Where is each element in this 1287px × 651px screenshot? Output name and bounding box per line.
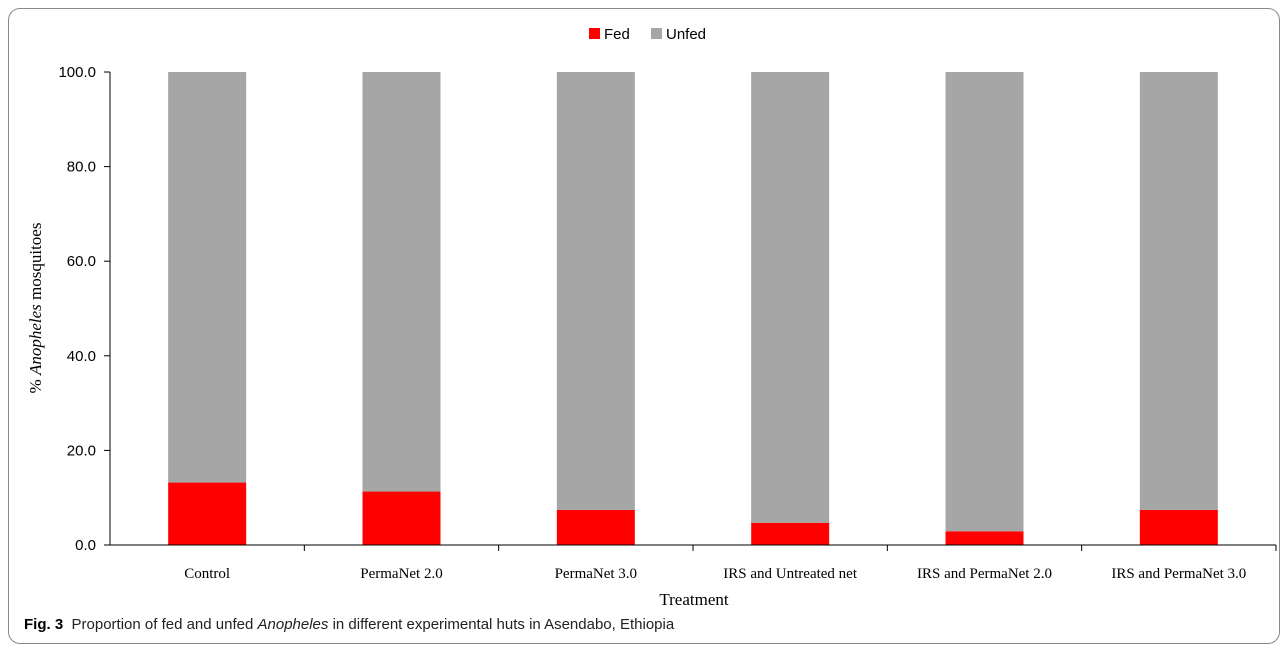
y-tick-label: 40.0 — [67, 348, 96, 365]
x-tick-label: IRS and PermaNet 2.0 — [917, 566, 1052, 582]
legend-swatch-fed — [589, 28, 600, 39]
y-tick-label: 100.0 — [58, 64, 96, 81]
bars — [168, 72, 1218, 545]
x-axis-title: Treatment — [659, 590, 729, 609]
caption-text-after: in different experimental huts in Asenda… — [328, 616, 675, 633]
y-tick-label: 20.0 — [67, 442, 96, 459]
caption-text-before: Proportion of fed and unfed — [71, 616, 258, 633]
legend-label-unfed: Unfed — [666, 26, 706, 43]
bar-unfed-3 — [556, 72, 635, 510]
y-tick-label: 80.0 — [67, 159, 96, 176]
x-tick-label: IRS and PermaNet 3.0 — [1111, 566, 1246, 582]
figure-label: Fig. 3 — [24, 616, 64, 633]
x-tick-label: PermaNet 3.0 — [555, 566, 637, 582]
bar-unfed-5 — [945, 72, 1024, 532]
bar-fed-2 — [362, 491, 441, 545]
x-tick-labels: Control PermaNet 2.0 PermaNet 3.0 IRS and U… — [184, 545, 1277, 582]
legend: Fed Unfed — [589, 26, 706, 43]
figure-caption: Fig. 3 Proportion of fed and unfed Anoph… — [24, 616, 674, 633]
legend-label-fed: Fed — [604, 26, 630, 43]
bar-fed-6 — [1139, 509, 1218, 545]
bar-unfed-6 — [1139, 72, 1218, 510]
x-tick-label: PermaNet 2.0 — [360, 566, 442, 582]
y-tick-labels: 0.0 20.0 40.0 60.0 80.0 100.0 — [58, 64, 110, 554]
bar-unfed-2 — [362, 72, 441, 492]
x-tick-label: IRS and Untreated net — [723, 566, 858, 582]
x-tick-label: Control — [184, 566, 230, 582]
bar-fed-1 — [168, 482, 247, 545]
stacked-bar-chart: Fed Unfed 0.0 20.0 40.0 60.0 80.0 100.0 Contr… — [26, 26, 1277, 609]
y-tick-label: 60.0 — [67, 253, 96, 270]
bar-fed-5 — [945, 531, 1024, 545]
caption-text-italic: Anopheles — [257, 616, 329, 633]
y-axis-title: % Anopheles mosquitoes — [26, 223, 45, 394]
bar-fed-4 — [751, 522, 830, 545]
bar-unfed-1 — [168, 72, 247, 483]
y-tick-label: 0.0 — [75, 537, 96, 554]
legend-swatch-unfed — [651, 28, 662, 39]
bar-fed-3 — [556, 509, 635, 545]
bar-unfed-4 — [751, 72, 830, 523]
